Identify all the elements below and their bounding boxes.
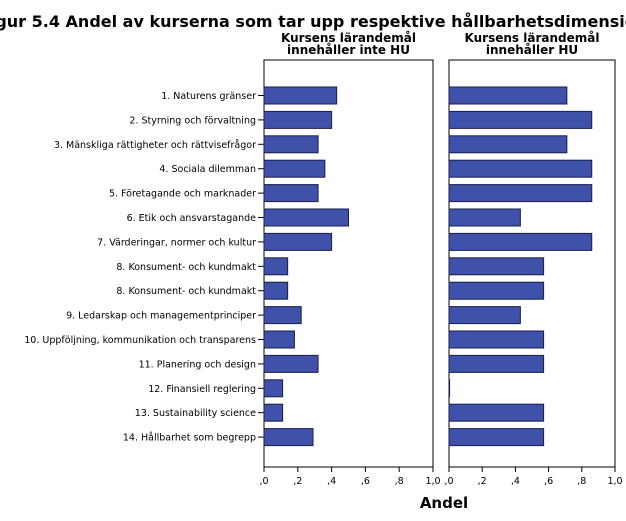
bar: [263, 428, 314, 447]
bar: [263, 208, 349, 227]
x-tick-label: ,0: [259, 476, 268, 487]
bar: [448, 354, 545, 373]
bar: [263, 135, 319, 154]
bar: [263, 110, 333, 129]
bar: [448, 281, 545, 300]
x-tick-label: ,4: [511, 476, 520, 487]
bar: [448, 208, 521, 227]
category-label: 5. Företagande och marknader: [109, 189, 256, 200]
category-label: 4. Sociala dilemman: [159, 164, 256, 175]
bar: [263, 306, 302, 325]
bar: [263, 232, 333, 251]
bar: [448, 159, 593, 178]
bar: [263, 159, 326, 178]
category-label: 6. Etik och ansvarstagande: [127, 213, 257, 224]
bar: [448, 306, 521, 325]
bar: [448, 135, 568, 154]
category-label: 8. Konsument- och kundmakt: [116, 262, 256, 273]
x-tick-label: ,8: [395, 476, 404, 487]
category-label: 11. Planering och design: [139, 359, 256, 370]
chart-title: Figur 5.4 Andel av kurserna som tar upp …: [0, 12, 626, 31]
panels: 1. Naturens gränser 2. Styrning och förva…: [24, 31, 622, 487]
x-axis-label: Andel: [420, 494, 468, 512]
category-label: 2. Styrning och förvaltning: [129, 115, 256, 126]
category-label: 9. Ledarskap och managementprinciper: [66, 311, 256, 322]
category-label: 1. Naturens gränser: [161, 91, 256, 102]
bar: [448, 110, 593, 129]
panel-title-line: innehåller inte HU: [287, 43, 410, 57]
bar: [263, 281, 289, 300]
bar: [263, 330, 295, 349]
bar: [263, 354, 319, 373]
bar: [448, 403, 545, 422]
category-label: 8. Konsument- och kundmakt: [116, 286, 256, 297]
x-tick-label: ,4: [327, 476, 336, 487]
panel-title-line: innehåller HU: [486, 43, 578, 57]
bar: [448, 379, 451, 398]
x-tick-label: ,6: [361, 476, 370, 487]
x-tick-label: ,0: [444, 476, 453, 487]
x-tick-label: ,8: [577, 476, 586, 487]
category-label: 12. Finansiell reglering: [148, 384, 256, 395]
bar: [448, 232, 593, 251]
category-label: 13. Sustainability science: [135, 408, 256, 419]
bar: [448, 428, 545, 447]
bar: [263, 86, 338, 105]
bar: [448, 184, 593, 203]
x-tick-label: ,6: [544, 476, 553, 487]
panel-title-line: Kursens lärandemål: [281, 31, 416, 45]
bar: [263, 379, 284, 398]
bar: [448, 330, 545, 349]
bar: [448, 86, 568, 105]
bar: [263, 184, 319, 203]
x-tick-label: ,2: [478, 476, 487, 487]
bar: [263, 403, 284, 422]
category-label: 10. Uppföljning, kommunikation och trans…: [24, 335, 256, 346]
x-tick-label: ,2: [293, 476, 302, 487]
panel-title-line: Kursens lärandemål: [465, 31, 600, 45]
bar: [263, 257, 289, 276]
x-tick-label: 1,0: [607, 476, 622, 487]
category-label: 7. Värderingar, normer och kultur: [97, 237, 256, 248]
bar: [448, 257, 545, 276]
category-label: 3. Mänskliga rättigheter och rättvisefrå…: [54, 140, 256, 151]
category-label: 14. Hållbarhet som begrepp: [123, 433, 256, 444]
x-tick-label: 1,0: [425, 476, 440, 487]
